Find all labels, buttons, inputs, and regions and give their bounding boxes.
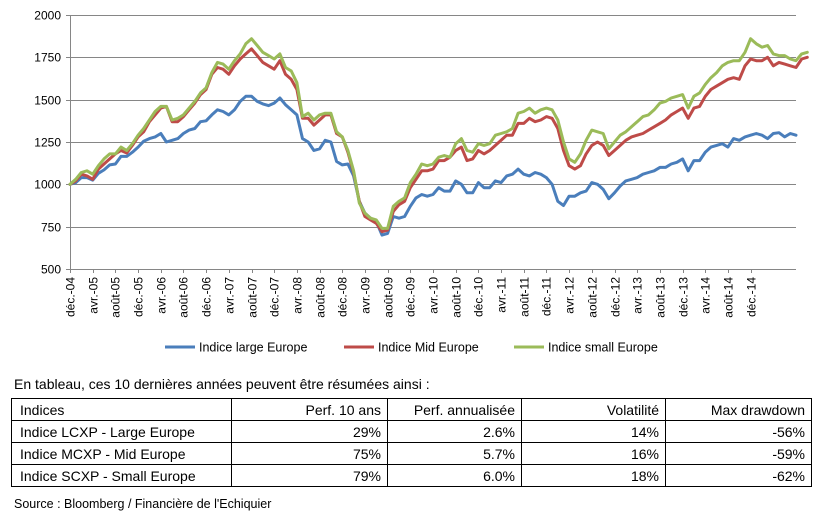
x-tick-label: avr.-11 [495, 277, 509, 313]
x-tick-label: déc.-06 [200, 277, 214, 317]
y-tick-label: 2000 [34, 9, 61, 23]
source-note: Source : Bloomberg / Financière de l'Ech… [14, 497, 272, 511]
y-tick-label: 500 [41, 263, 61, 277]
legend-label-2: Indice Mid Europe [378, 341, 479, 355]
x-tick-label: avr.-05 [87, 277, 101, 314]
x-tick-label: déc.-13 [677, 277, 691, 317]
row-perf-annualisee: 2.6% [387, 420, 522, 443]
x-tick-label: août-09 [382, 277, 396, 318]
series-line-3 [68, 37, 809, 230]
x-tick-label: août-12 [586, 277, 600, 318]
row-volatilite: 18% [521, 464, 666, 487]
chart-gridlines [70, 15, 796, 270]
x-tick-label: août-11 [518, 277, 532, 317]
x-tick-label: déc.-04 [64, 277, 78, 317]
row-index-name: Indice MCXP - Mid Europe [11, 442, 232, 465]
x-tick-label: déc.-12 [609, 277, 623, 317]
legend-label-3: Indice small Europe [548, 341, 658, 355]
table-intro-text: En tableau, ces 10 dernières années peuv… [14, 376, 430, 392]
row-perf-10-ans: 29% [231, 420, 388, 443]
performance-table: Indices Perf. 10 ans Perf. annualisée Vo… [11, 398, 812, 487]
y-tick-label: 1250 [34, 136, 61, 150]
x-tick-label: avr.-08 [291, 277, 305, 314]
x-tick-label: déc.-10 [472, 277, 486, 317]
chart-series [68, 37, 809, 237]
x-tick-label: avr.-13 [631, 277, 645, 314]
y-axis: 500 750 1000 1250 1500 1750 2000 [34, 9, 71, 277]
table-row: Indice SCXP - Small Europe 79% 6.0% 18% … [11, 464, 812, 487]
y-tick-label: 1000 [34, 178, 61, 192]
x-tick-label: août-10 [450, 277, 464, 318]
x-tick-label: août-08 [314, 277, 328, 318]
line-chart: 500 750 1000 1250 1500 1750 2000 déc.-04 avr.-0… [34, 9, 809, 355]
chart-legend: Indice large Europe Indice Mid Europe Indi… [165, 341, 658, 355]
header-volatilite: Volatilité [521, 398, 666, 421]
row-perf-10-ans: 79% [231, 464, 388, 487]
x-tick-label: avr.-14 [699, 277, 713, 314]
row-perf-10-ans: 75% [231, 442, 388, 465]
x-tick-label: août-05 [109, 277, 123, 318]
y-tick-label: 1500 [34, 94, 61, 108]
x-tick-label: déc.-07 [268, 277, 282, 317]
y-tick-label: 1750 [34, 51, 61, 65]
x-tick-label: avr.-07 [223, 277, 237, 314]
row-index-name: Indice SCXP - Small Europe [11, 464, 232, 487]
x-tick-label: avr.-06 [155, 277, 169, 314]
table-header-row: Indices Perf. 10 ans Perf. annualisée Vo… [11, 398, 812, 421]
series-line-2 [68, 47, 809, 234]
legend-label-1: Indice large Europe [199, 341, 307, 355]
x-axis: déc.-04 avr.-05 août-05 déc.-05 avr.-06 août-… [64, 269, 759, 318]
row-volatilite: 16% [521, 442, 666, 465]
x-tick-label: avr.-12 [563, 277, 577, 314]
row-perf-annualisee: 6.0% [387, 464, 522, 487]
header-max-drawdown: Max drawdown [665, 398, 812, 421]
x-tick-label: avr.-09 [359, 277, 373, 314]
x-tick-label: déc.-09 [404, 277, 418, 317]
series-line-1 [68, 94, 798, 237]
x-tick-label: déc.-14 [745, 277, 759, 317]
x-tick-label: avr.-10 [427, 277, 441, 314]
row-max-drawdown: -56% [665, 420, 812, 443]
row-volatilite: 14% [521, 420, 666, 443]
x-tick-label: août-06 [177, 277, 191, 318]
x-tick-label: août-13 [654, 277, 668, 318]
header-perf-10-ans: Perf. 10 ans [231, 398, 388, 421]
row-max-drawdown: -62% [665, 464, 812, 487]
row-index-name: Indice LCXP - Large Europe [11, 420, 232, 443]
x-tick-label: déc.-08 [336, 277, 350, 317]
x-tick-label: déc.-05 [132, 277, 146, 317]
header-perf-annualisee: Perf. annualisée [387, 398, 522, 421]
row-perf-annualisee: 5.7% [387, 442, 522, 465]
y-tick-label: 750 [41, 221, 61, 235]
x-tick-label: déc.-11 [540, 277, 554, 316]
x-tick-label: août-07 [246, 277, 260, 318]
header-indices: Indices [11, 398, 232, 421]
row-max-drawdown: -59% [665, 442, 812, 465]
table-row: Indice MCXP - Mid Europe 75% 5.7% 16% -5… [11, 442, 812, 465]
x-tick-label: août-14 [722, 277, 736, 318]
table-row: Indice LCXP - Large Europe 29% 2.6% 14% … [11, 420, 812, 443]
